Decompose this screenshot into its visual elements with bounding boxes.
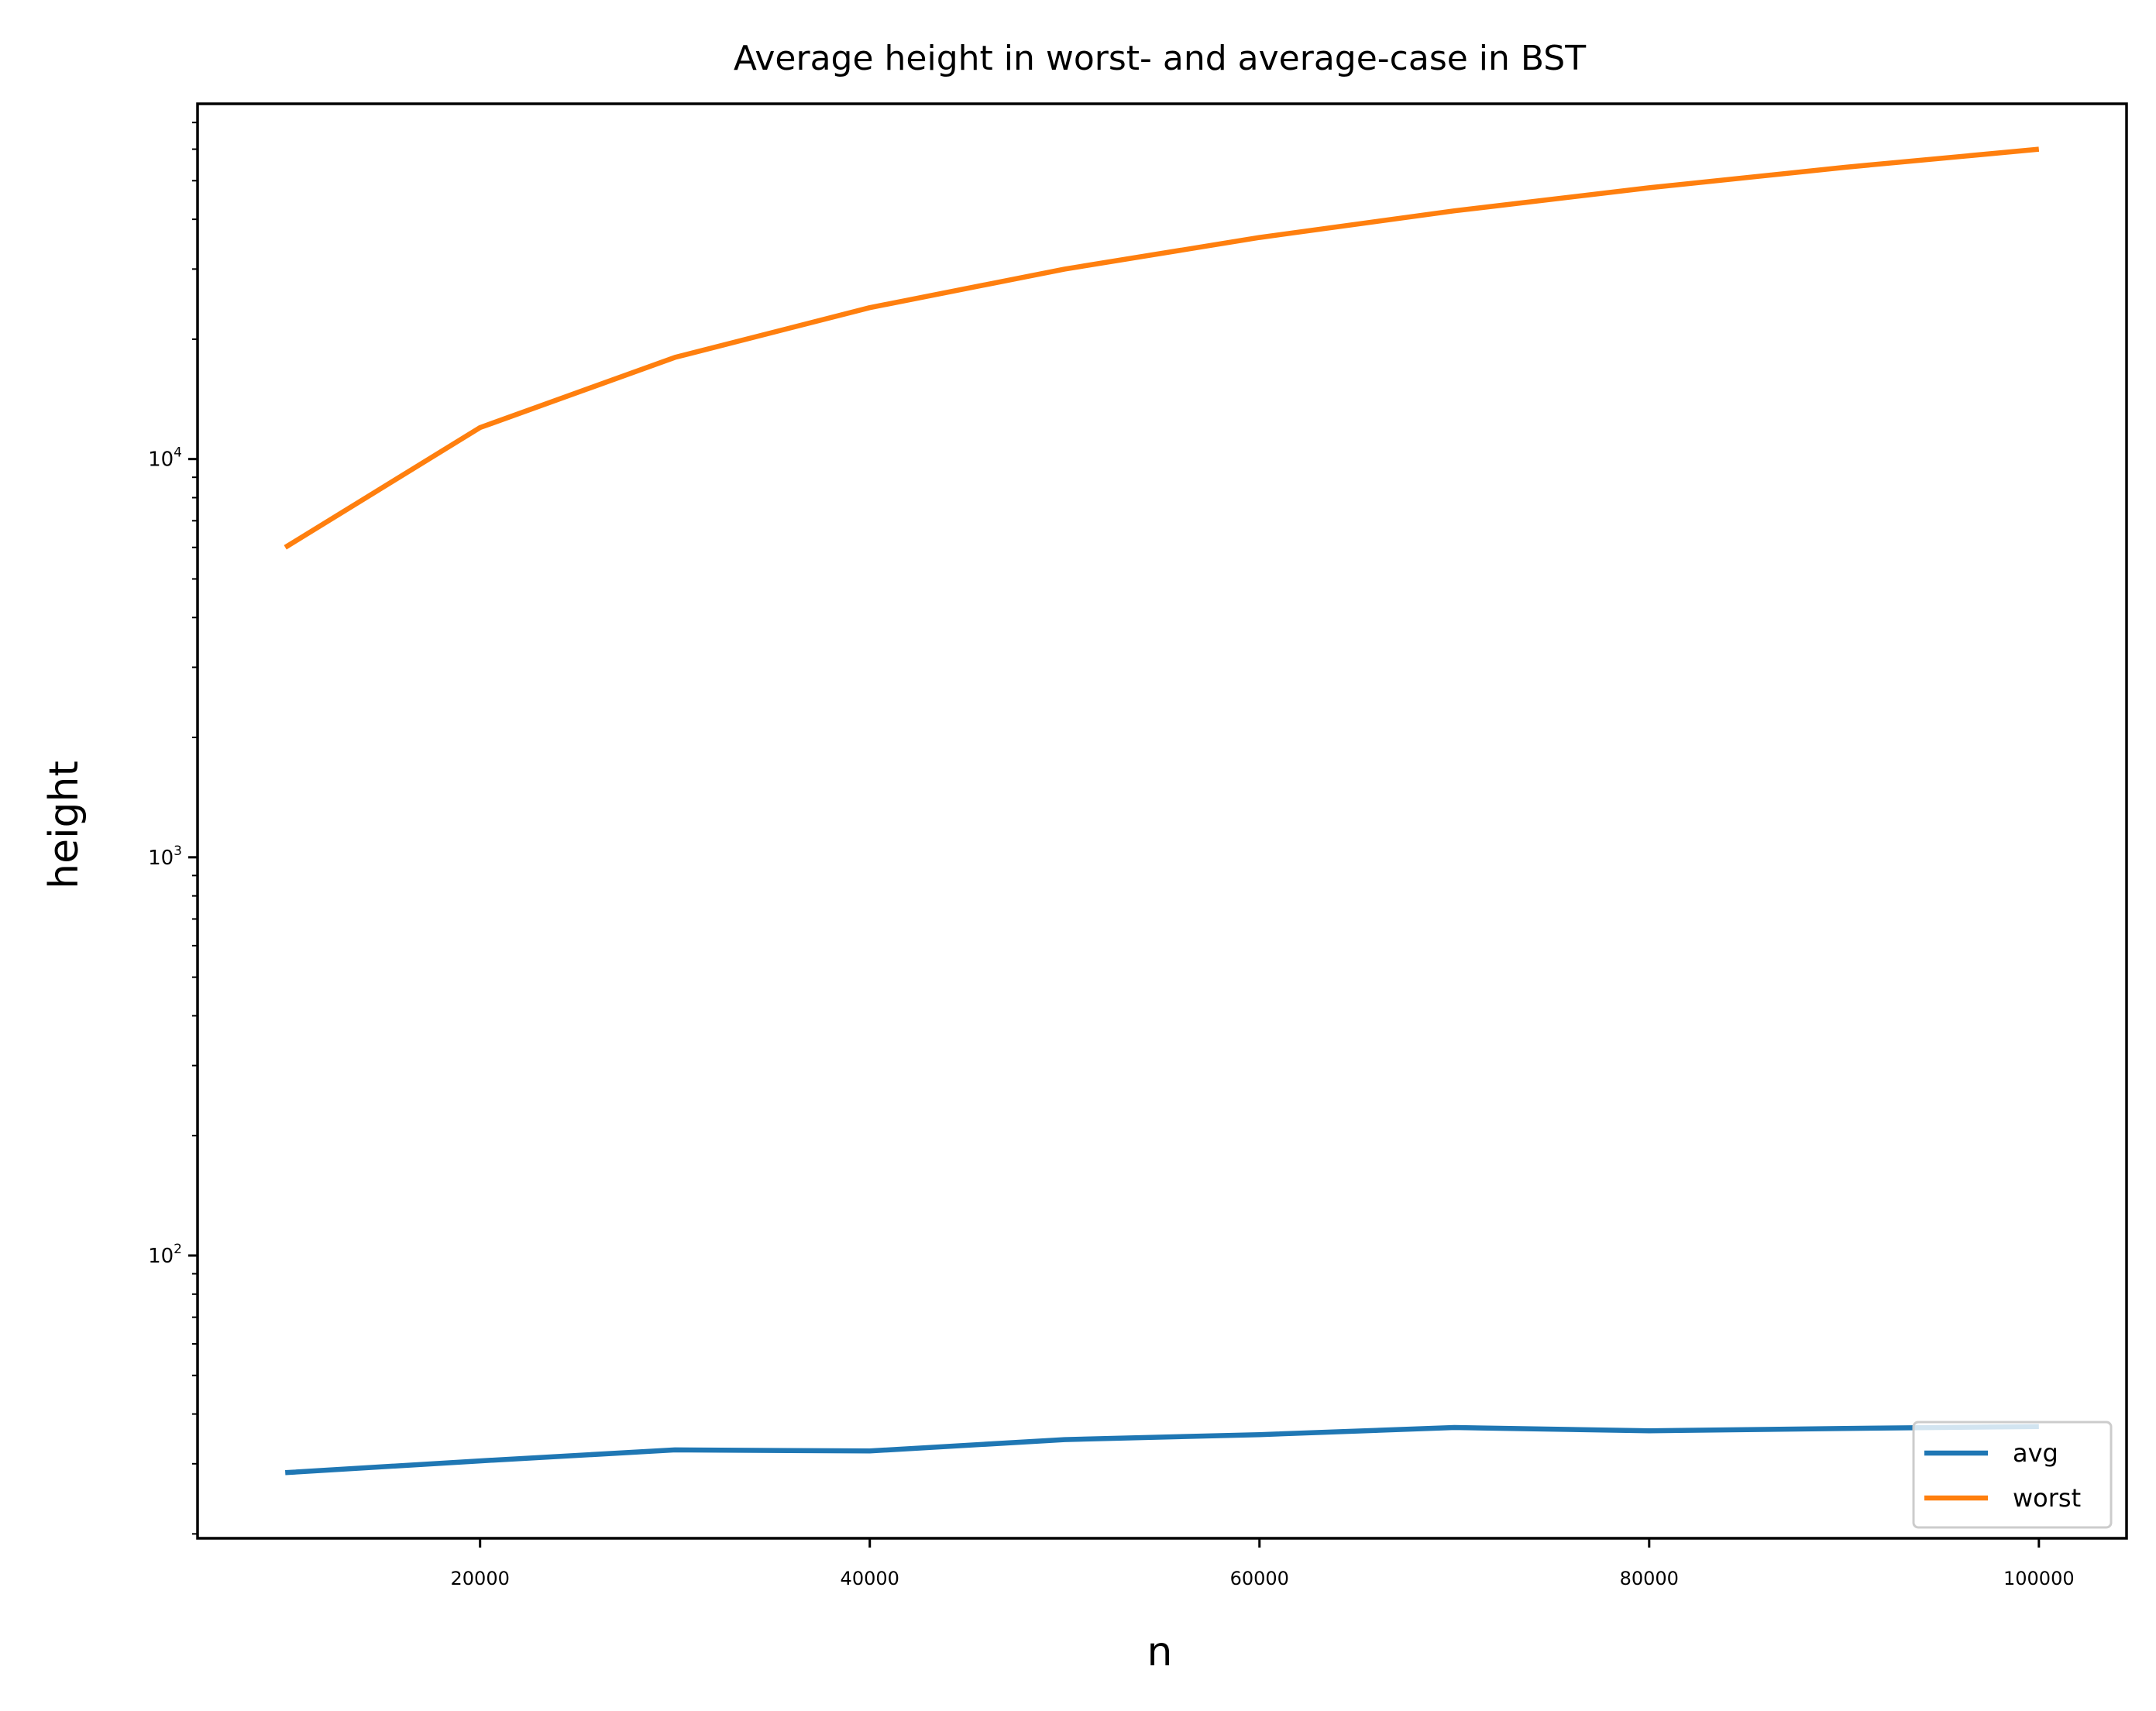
y-axis-label: height: [41, 761, 88, 889]
series-lines: [284, 146, 2040, 1476]
y-tick-label-exponent: 3: [174, 843, 182, 859]
y-tick-label-base: 10: [148, 1245, 174, 1268]
legend-label-worst: worst: [2013, 1483, 2081, 1513]
y-tick-label-base: 10: [148, 448, 174, 472]
x-tick-label: 40000: [841, 1568, 899, 1589]
y-tick-label-exponent: 4: [174, 445, 182, 461]
legend-label-avg: avg: [2013, 1438, 2058, 1468]
x-tick-label: 100000: [2003, 1568, 2075, 1589]
x-axis-ticks: 20000 40000 60000 80000 100000: [451, 1538, 2075, 1589]
y-tick-label-exponent: 2: [174, 1242, 182, 1257]
axes-frame: [196, 102, 2128, 1540]
series-line-avg: [285, 1424, 2039, 1476]
x-tick-label: 60000: [1230, 1568, 1289, 1589]
x-tick-label: 80000: [1620, 1568, 1679, 1589]
series-line-worst: [284, 146, 2040, 550]
y-tick-label: 102: [148, 1242, 182, 1268]
x-tick-label: 20000: [451, 1568, 510, 1589]
x-axis-label: n: [1147, 1629, 1173, 1675]
legend: avg worst: [1912, 1421, 2113, 1529]
chart-title: Average height in worst- and average-cas…: [734, 39, 1586, 78]
legend-box: [1912, 1421, 2113, 1529]
y-tick-label: 103: [148, 843, 182, 870]
y-tick-label-base: 10: [148, 847, 174, 870]
y-tick-label: 104: [148, 445, 182, 472]
